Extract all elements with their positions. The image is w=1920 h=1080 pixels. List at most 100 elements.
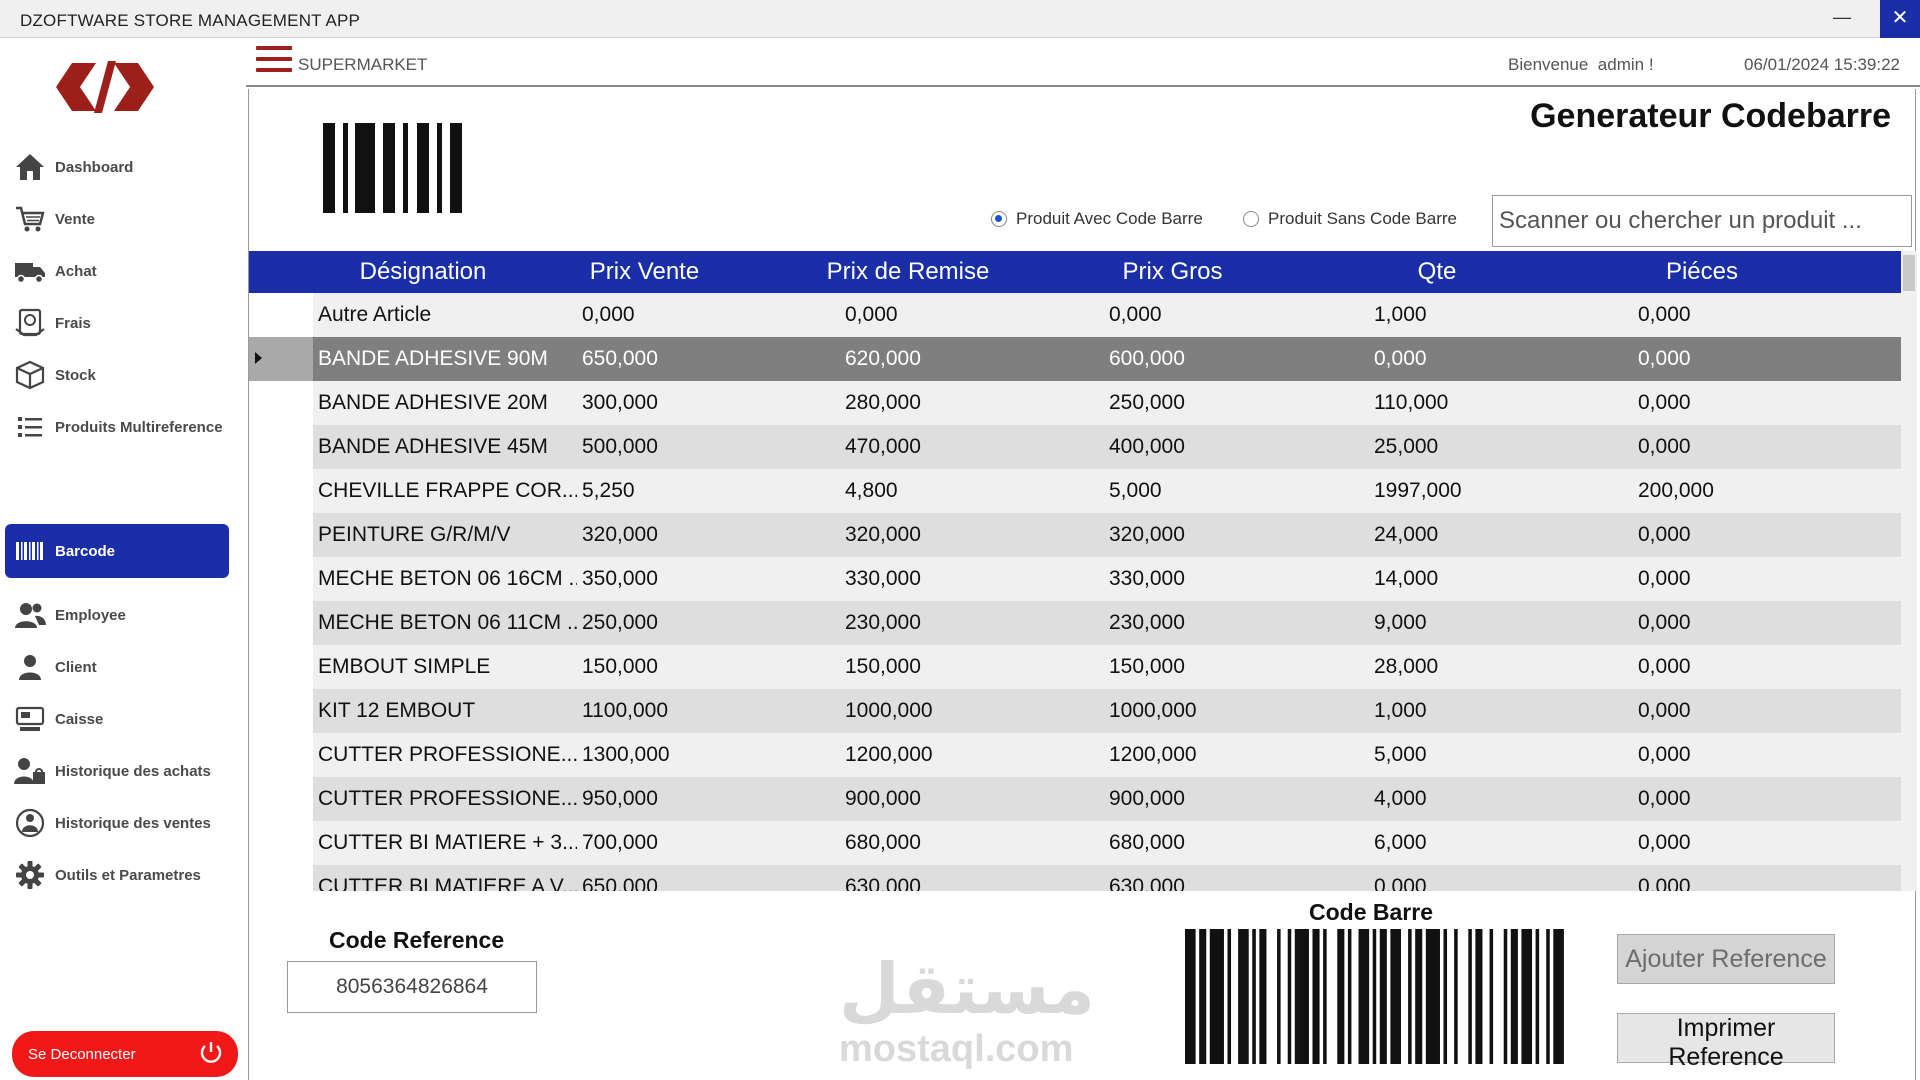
watermark-url: mostaql.com xyxy=(839,1028,1074,1070)
row-header-cell[interactable] xyxy=(249,557,313,601)
add-reference-button[interactable]: Ajouter Reference xyxy=(1617,934,1835,984)
close-button[interactable]: ✕ xyxy=(1880,0,1920,38)
table-row[interactable]: PEINTURE G/R/M/V 320,000 320,000 320,000 24,… xyxy=(249,513,1901,557)
radio-with-barcode-dot[interactable] xyxy=(991,211,1007,227)
table-cell: CHEVILLE FRAPPE COR... xyxy=(318,479,577,502)
sidebar-item-stock[interactable]: Stock xyxy=(5,348,229,402)
table-cell: 950,000 xyxy=(582,787,658,810)
row-header-cell[interactable] xyxy=(249,689,313,733)
barcode-bar xyxy=(1199,929,1207,1064)
code-reference-input[interactable] xyxy=(287,961,537,1013)
table-row[interactable]: EMBOUT SIMPLE 150,000 150,000 150,000 28,000… xyxy=(249,645,1901,689)
barcode-bar xyxy=(1277,929,1281,1064)
table-cell: 900,000 xyxy=(845,787,921,810)
column-header[interactable]: Prix Gros xyxy=(1122,258,1223,285)
sidebar-item-dashboard[interactable]: Dashboard xyxy=(5,140,229,194)
radio-without-barcode-dot[interactable] xyxy=(1243,211,1259,227)
user-icon xyxy=(5,653,55,681)
row-header-cell[interactable] xyxy=(249,777,313,821)
minimize-button[interactable]: — xyxy=(1833,7,1851,27)
row-header-cell[interactable] xyxy=(249,821,313,865)
page-title: Generateur Codebarre xyxy=(1530,97,1891,135)
table-scrollbar[interactable] xyxy=(1901,251,1917,891)
radio-without-barcode[interactable]: Produit Sans Code Barre xyxy=(1243,209,1457,229)
table-cell: 0,000 xyxy=(1374,875,1427,891)
sidebar-item-outils-parametres[interactable]: Outils et Parametres xyxy=(5,848,229,902)
barcode-bar xyxy=(1503,929,1508,1064)
scrollbar-thumb[interactable] xyxy=(1903,255,1915,291)
radio-with-barcode[interactable]: Produit Avec Code Barre xyxy=(991,209,1203,229)
products-table[interactable]: Désignation Prix Vente Prix de Remise Prix … xyxy=(249,251,1901,891)
table-cell: 0,000 xyxy=(1638,699,1691,722)
table-cell: 330,000 xyxy=(1109,567,1185,590)
table-cell: MECHE BETON 06 11CM ... xyxy=(318,611,577,634)
column-header[interactable]: Désignation xyxy=(359,258,487,285)
sidebar-item-employee[interactable]: Employee xyxy=(5,588,229,642)
sidebar-item-client[interactable]: Client xyxy=(5,640,229,694)
row-header-cell[interactable] xyxy=(249,425,313,469)
row-header-cell[interactable] xyxy=(249,513,313,557)
logout-button[interactable]: Se Deconnecter xyxy=(12,1031,238,1077)
menu-hamburger-icon[interactable] xyxy=(256,46,292,76)
table-cell: 6,000 xyxy=(1374,831,1427,854)
column-header[interactable]: Prix Vente xyxy=(589,258,700,285)
table-cell: 250,000 xyxy=(1109,391,1185,414)
row-header-cell[interactable] xyxy=(249,337,313,381)
table-row[interactable]: CUTTER PROFESSIONE... 1300,000 1200,000 120… xyxy=(249,733,1901,777)
table-row[interactable]: CUTTER PROFESSIONE... 950,000 900,000 900,0… xyxy=(249,777,1901,821)
sidebar-item-achat[interactable]: Achat xyxy=(5,244,229,298)
row-header-cell[interactable] xyxy=(249,865,313,891)
table-row[interactable]: Autre Article 0,000 0,000 0,000 1,000 0,000 xyxy=(249,293,1901,337)
sidebar-item-historique-achats[interactable]: Historique des achats xyxy=(5,744,229,798)
barcode-bar xyxy=(1185,929,1196,1064)
table-cell: 900,000 xyxy=(1109,787,1185,810)
table-row[interactable]: BANDE ADHESIVE 45M 500,000 470,000 400,000 2… xyxy=(249,425,1901,469)
table-row[interactable]: MECHE BETON 06 16CM ... 350,000 330,000 330… xyxy=(249,557,1901,601)
gear-icon xyxy=(5,860,55,890)
product-search-input[interactable] xyxy=(1492,195,1912,247)
row-header-cell[interactable] xyxy=(249,381,313,425)
sidebar-item-label: Frais xyxy=(55,314,91,332)
table-cell: 280,000 xyxy=(845,391,921,414)
column-header[interactable]: Piéces xyxy=(1665,258,1739,285)
barcode-bar xyxy=(1227,929,1232,1064)
barcode-bar xyxy=(1489,929,1494,1064)
row-header-spacer xyxy=(249,251,313,293)
sidebar-item-historique-ventes[interactable]: Historique des ventes xyxy=(5,796,229,850)
sidebar-item-label: Barcode xyxy=(55,542,116,560)
sidebar-item-produits-multireference[interactable]: Produits Multireference xyxy=(5,400,229,454)
print-reference-button[interactable]: Imprimer Reference xyxy=(1617,1013,1835,1071)
table-cell: 0,000 xyxy=(1638,787,1691,810)
table-cell: 1300,000 xyxy=(582,743,670,766)
table-row[interactable]: MECHE BETON 06 11CM ... 250,000 230,000 230… xyxy=(249,601,1901,645)
sidebar-item-barcode[interactable]: Barcode xyxy=(5,524,229,578)
table-cell: 320,000 xyxy=(845,523,921,546)
table-cell: 500,000 xyxy=(582,435,658,458)
row-header-cell[interactable] xyxy=(249,469,313,513)
row-header-cell[interactable] xyxy=(249,645,313,689)
table-cell: 630,000 xyxy=(845,875,921,891)
table-row[interactable]: BANDE ADHESIVE 20M 300,000 280,000 250,000 1… xyxy=(249,381,1901,425)
table-row[interactable]: BANDE ADHESIVE 90M 650,000 620,000 600,000 0… xyxy=(249,337,1901,381)
table-row[interactable]: CUTTER BI MATIERE A V... 650,000 630,000 63… xyxy=(249,865,1901,891)
table-cell: 4,800 xyxy=(845,479,898,502)
sidebar-item-caisse[interactable]: Caisse xyxy=(5,692,229,746)
row-header-cell[interactable] xyxy=(249,601,313,645)
sidebar-item-vente[interactable]: Vente xyxy=(5,192,229,246)
table-row[interactable]: CHEVILLE FRAPPE COR... 5,250 4,800 5,000 199… xyxy=(249,469,1901,513)
table-cell: 0,000 xyxy=(1638,347,1691,370)
table-cell: 0,000 xyxy=(1638,655,1691,678)
box-icon xyxy=(5,359,55,391)
table-cell: 1997,000 xyxy=(1374,479,1462,502)
row-header-cell[interactable] xyxy=(249,733,313,777)
barcode-bar xyxy=(1238,929,1249,1064)
sidebar-item-frais[interactable]: Frais xyxy=(5,296,229,350)
table-row[interactable]: KIT 12 EMBOUT 1100,000 1000,000 1000,000 1,0… xyxy=(249,689,1901,733)
column-header[interactable]: Prix de Remise xyxy=(826,258,990,285)
column-header[interactable]: Qte xyxy=(1417,258,1457,285)
table-cell: 0,000 xyxy=(1638,611,1691,634)
table-row[interactable]: CUTTER BI MATIERE + 3... 700,000 680,000 68… xyxy=(249,821,1901,865)
sidebar-item-label: Historique des achats xyxy=(55,762,211,780)
table-cell: 0,000 xyxy=(1374,347,1427,370)
row-header-cell[interactable] xyxy=(249,293,313,337)
